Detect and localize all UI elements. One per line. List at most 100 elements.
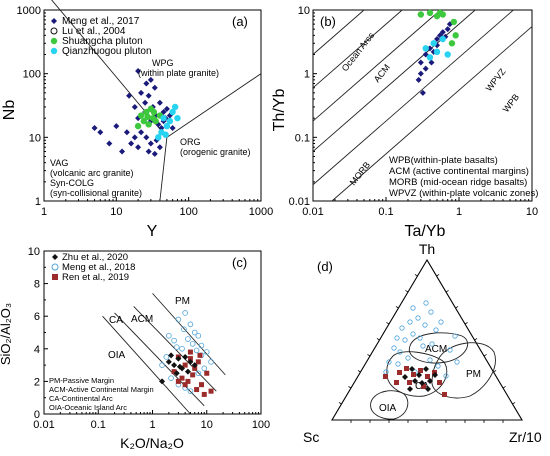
data-point-shuangcha [452, 32, 459, 39]
ternary-point [420, 343, 426, 349]
field-boundary [312, 9, 403, 89]
y-tick-label: 8 [34, 279, 40, 291]
data-point-meng2017 [131, 134, 138, 141]
ternary-point [447, 347, 453, 353]
panel-b-frame [312, 9, 533, 202]
y-tick-label: 10 [28, 246, 40, 258]
data-point-qianzhuogou [160, 114, 167, 122]
ternary-tick [338, 402, 342, 405]
data-point-ren2019 [194, 387, 200, 393]
y-tick-label: 10 [29, 132, 41, 144]
field-pm-label: PM [466, 369, 481, 380]
data-point-qianzhuogou [155, 134, 162, 141]
legend-item-ren2019: Ren et al., 2019 [62, 272, 129, 283]
legend-acm: ACM (active continental margins) [389, 166, 529, 177]
data-point-meng2018 [198, 342, 205, 349]
ternary-tick [367, 354, 371, 357]
data-point-shuangcha [137, 112, 145, 119]
data-point-shuangcha [439, 11, 447, 18]
data-point-meng2018 [179, 345, 185, 352]
ternary-ticks [338, 274, 516, 423]
data-point-ren2019 [197, 352, 203, 358]
legend-square-icon [52, 274, 58, 280]
data-point-ren2019 [195, 359, 201, 365]
x-tick-label: 0.1 [378, 206, 393, 218]
field-boundary [166, 73, 262, 138]
legend-morb: MORB (mid-ocean ridge basalts) [389, 177, 527, 188]
legend-diamond-icon [52, 254, 58, 260]
x-tick-label: 1 [41, 206, 47, 218]
ternary-point [437, 380, 442, 385]
data-point-meng2018 [193, 347, 200, 354]
x-tick-label: 10 [110, 206, 122, 218]
ternary-point [419, 380, 425, 386]
field-acm: ACM [372, 62, 392, 84]
ternary-black-diamonds [402, 366, 438, 392]
data-point-meng2017 [143, 80, 150, 87]
field-morb: MORB [348, 160, 373, 187]
data-point-meng2017 [417, 70, 424, 77]
ternary-point [402, 337, 408, 343]
ternary-point [454, 359, 460, 365]
ternary-point [405, 355, 411, 361]
data-point-meng2018 [187, 321, 194, 328]
ternary-point [407, 380, 412, 385]
ternary-point [394, 380, 399, 385]
panel-a-ylabel: Nb [1, 100, 18, 121]
field-pm: PM [175, 296, 190, 307]
data-point-ren2019 [182, 382, 188, 388]
x-tick-label: 1000 [249, 206, 273, 218]
data-point-ren2019 [182, 362, 188, 368]
field-wpb: WPB [501, 92, 522, 114]
legend-item-zhu2020: Zhu et al., 2020 [62, 252, 128, 263]
x-tick-label: 1 [456, 206, 462, 218]
panel-a-frame [43, 9, 262, 202]
panel-a-points [91, 68, 181, 157]
ternary-point [402, 374, 408, 380]
data-point-ren2019 [185, 378, 191, 384]
ternary-tick [414, 274, 418, 277]
data-point-meng2017 [138, 129, 145, 136]
ternary-point [397, 370, 402, 375]
data-point-meng2018 [187, 388, 194, 394]
ternary-point [438, 319, 444, 325]
data-point-meng2017 [422, 65, 429, 72]
field-vag: VAG [50, 158, 68, 168]
panel-a-field-labels: WPG (within plate granite) ORG (orogenic… [50, 58, 251, 198]
data-point-qianzhuogou [163, 122, 171, 130]
field-acm: ACM [131, 314, 153, 325]
ternary-point [423, 366, 429, 372]
data-point-meng2017 [415, 76, 422, 83]
ternary-point [391, 345, 397, 351]
note-acm: ACM-Active Continental Margin [49, 385, 154, 394]
field-ca-outline [386, 351, 448, 397]
x-tick-label: 100 [179, 206, 197, 218]
data-point-qianzhuogou [439, 35, 447, 43]
data-point-shuangcha [426, 9, 434, 17]
data-point-meng2018 [166, 332, 172, 339]
panel-c-field-labels: PM ACM CA OIA [108, 296, 190, 361]
data-point-zhu2020 [187, 358, 194, 365]
ternary-tick [464, 322, 468, 325]
data-point-meng2017 [417, 59, 424, 66]
ternary-point [407, 319, 413, 325]
data-point-meng2018 [185, 336, 191, 342]
panel-d-label: (d) [317, 259, 333, 274]
ternary-point [394, 335, 400, 341]
data-point-qianzhuogou [169, 108, 176, 116]
ternary-point [383, 374, 388, 379]
data-point-meng2017 [128, 140, 135, 147]
data-point-meng2017 [163, 105, 170, 112]
data-point-meng2017 [169, 125, 176, 132]
data-point-qianzhuogou [433, 48, 441, 56]
data-point-meng2018 [201, 365, 208, 372]
data-point-meng2018 [175, 316, 182, 323]
ternary-point [433, 327, 439, 333]
field-org-sub: (orogenic granite) [180, 147, 251, 157]
data-point-qianzhuogou [430, 40, 437, 47]
data-point-meng2017 [123, 129, 130, 136]
ternary-tick [474, 338, 478, 341]
data-point-shuangcha [150, 108, 158, 116]
panel-b-xlabel: Ta/Yb [405, 223, 446, 240]
